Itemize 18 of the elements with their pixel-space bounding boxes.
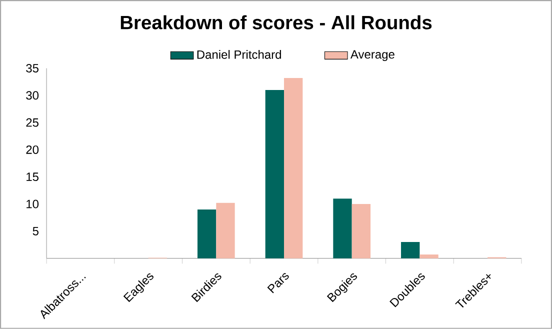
- y-tick-label: 10: [26, 200, 39, 208]
- y-tick-label: 5: [32, 227, 38, 236]
- bar: [420, 254, 438, 258]
- bar: [352, 204, 371, 258]
- bar: [284, 78, 303, 258]
- y-tick-label: 30: [26, 91, 39, 100]
- y-tick-label: 15: [26, 172, 38, 182]
- legend-label: Average: [350, 50, 394, 62]
- bar: [197, 209, 216, 258]
- y-tick-label: 25: [26, 118, 38, 127]
- bar: [333, 198, 352, 258]
- bar: [265, 90, 284, 258]
- y-tick-label: 35: [26, 64, 38, 73]
- chart-title: Breakdown of scores - All Rounds: [120, 15, 432, 30]
- bar: [216, 202, 235, 258]
- y-tick-label: 20: [26, 145, 39, 154]
- bar: [401, 242, 420, 258]
- legend-label: Daniel Pritchard: [197, 50, 281, 59]
